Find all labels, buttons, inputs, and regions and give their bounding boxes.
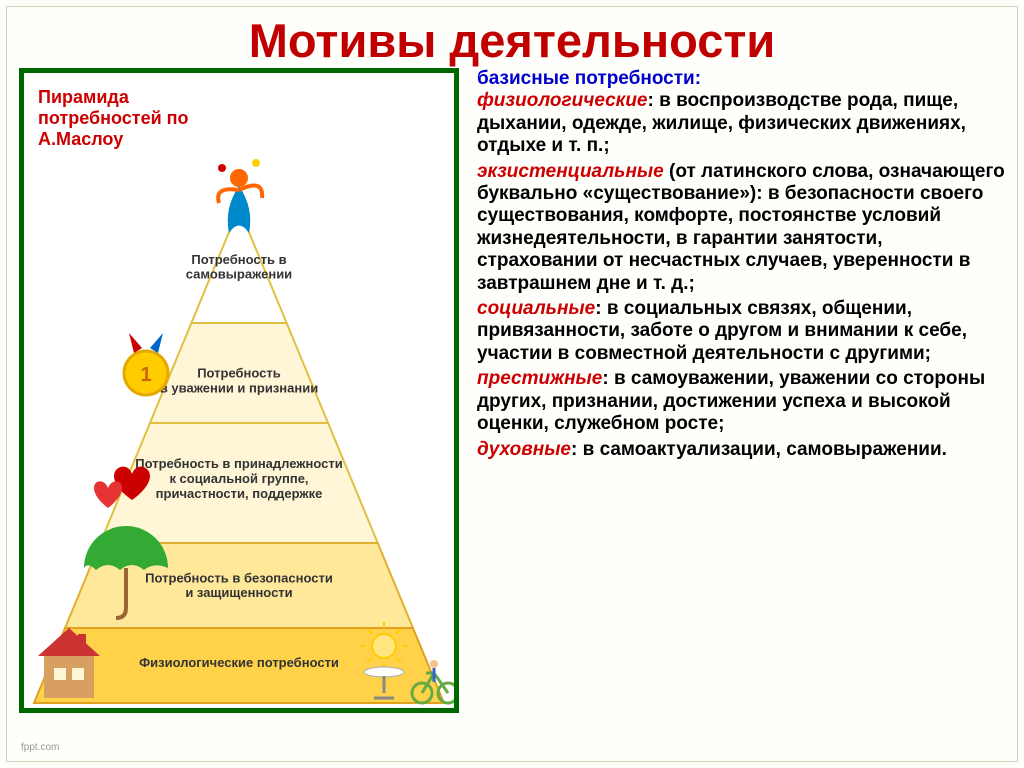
left-column: Пирамида потребностей по А.Маслоу Потреб…: [19, 64, 459, 736]
needs-header: базисные потребности:: [477, 68, 1005, 90]
need-text: : в самоактуализации, самовыражении.: [571, 439, 947, 460]
need-item-4: духовные: в самоактуализации, самовыраже…: [477, 439, 1005, 461]
right-column: базисные потребности: физиологические: в…: [459, 64, 1005, 736]
needs-list: физиологические: в воспроизводстве рода,…: [477, 90, 1005, 461]
svg-text:1: 1: [140, 364, 151, 386]
pyramid-label-0: Потребность всамовыражении: [186, 252, 292, 282]
need-term: духовные: [477, 439, 571, 460]
content-area: Пирамида потребностей по А.Маслоу Потреб…: [7, 64, 1017, 748]
need-item-2: социальные: в социальных связях, общении…: [477, 298, 1005, 365]
need-term: престижные: [477, 368, 602, 389]
top-figure-icon: [218, 159, 262, 233]
need-term: физиологические: [477, 90, 648, 111]
pyramid-caption: Пирамида потребностей по А.Маслоу: [38, 87, 198, 150]
slide-title: Мотивы деятельности: [7, 7, 1017, 64]
need-item-1: экзистенциальные (от латинского слова, о…: [477, 161, 1005, 295]
pyramid-label-4: Физиологические потребности: [139, 655, 339, 670]
need-item-3: престижные: в самоуважении, уважении со …: [477, 368, 1005, 435]
pyramid-box: Пирамида потребностей по А.Маслоу Потреб…: [19, 68, 459, 713]
need-term: социальные: [477, 298, 595, 319]
need-item-0: физиологические: в воспроизводстве рода,…: [477, 90, 1005, 157]
pyramid-diagram: Потребность всамовыраженииПотребностьв у…: [24, 148, 454, 708]
medal-icon: 1: [124, 333, 168, 395]
need-term: экзистенциальные: [477, 161, 664, 182]
footer-logo: fppt.com: [21, 742, 59, 753]
